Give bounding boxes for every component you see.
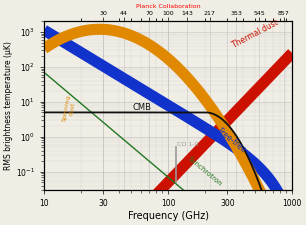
Text: Synchrotron: Synchrotron xyxy=(186,155,223,187)
Text: Thermal dust: Thermal dust xyxy=(231,18,280,50)
Text: Free-free: Free-free xyxy=(215,127,248,155)
Title: Planck Collaboration: Planck Collaboration xyxy=(136,4,200,9)
Y-axis label: RMS brightness temperature (μK): RMS brightness temperature (μK) xyxy=(4,41,13,170)
X-axis label: Frequency (GHz): Frequency (GHz) xyxy=(128,211,209,221)
Text: CO 1-0: CO 1-0 xyxy=(177,142,198,147)
Text: CMB: CMB xyxy=(133,103,152,112)
Text: Spinning
dust: Spinning dust xyxy=(62,94,77,123)
